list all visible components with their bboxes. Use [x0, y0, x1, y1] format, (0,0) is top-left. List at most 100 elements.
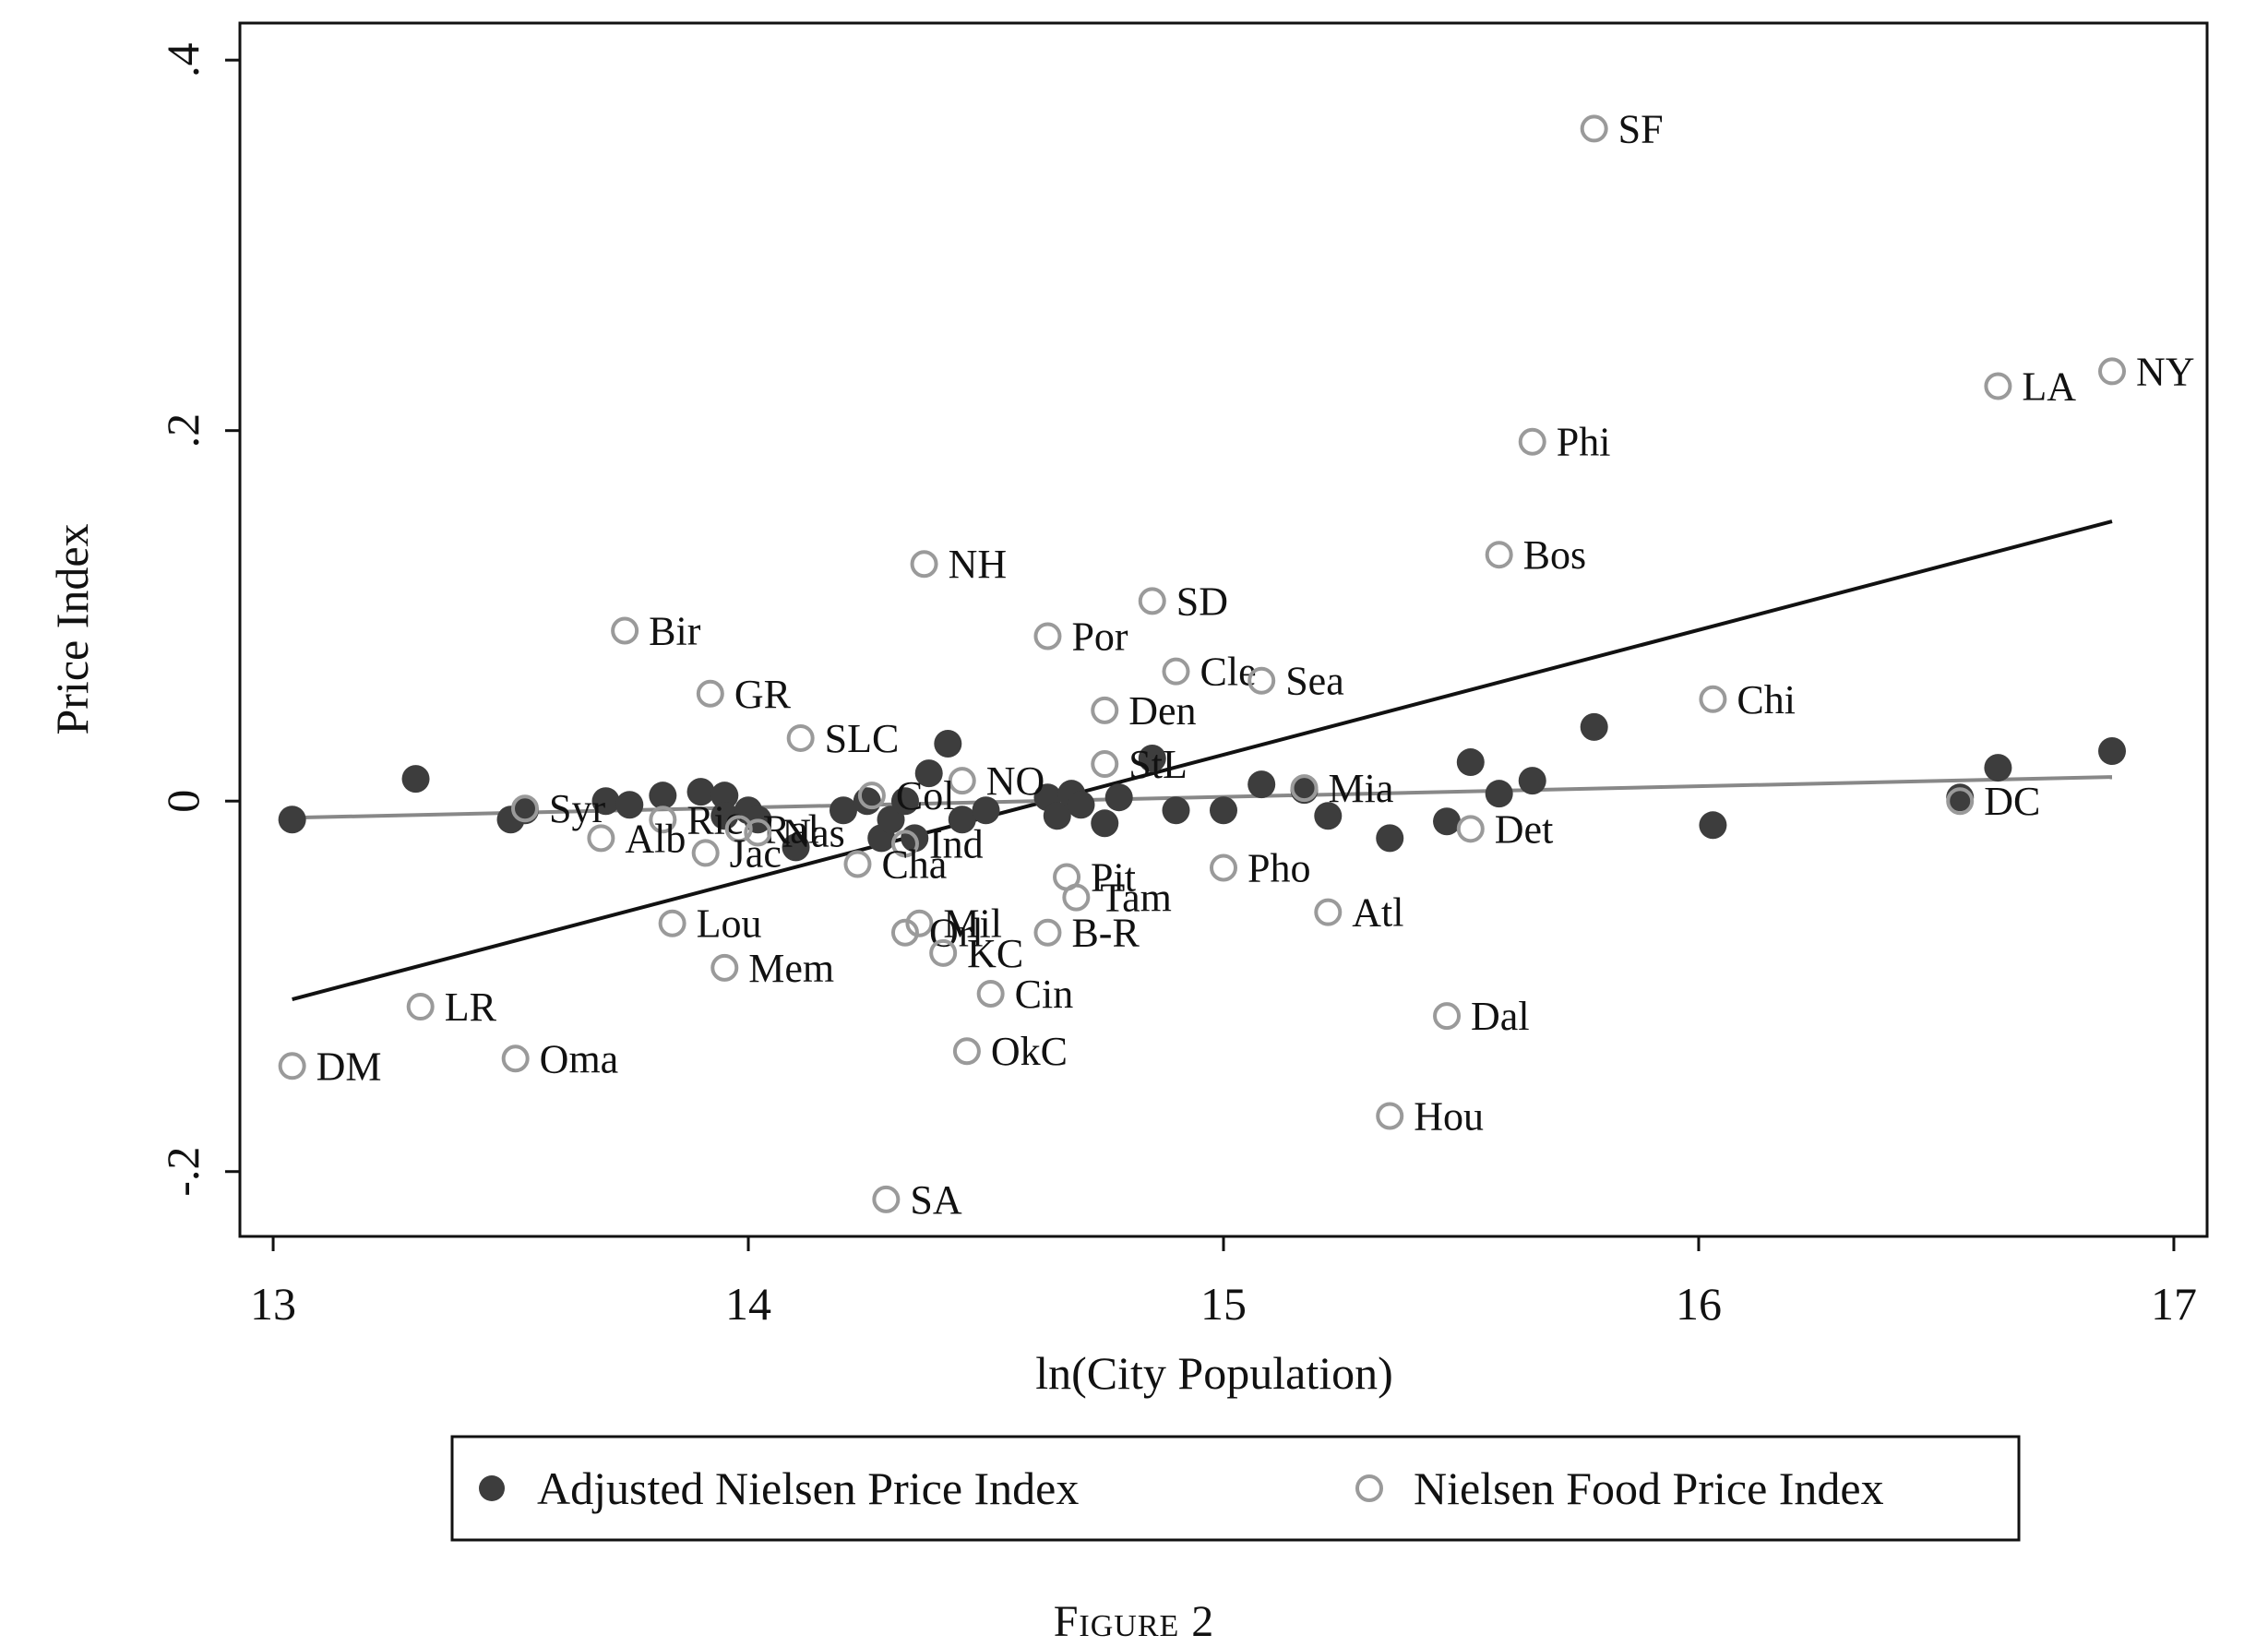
adjusted-point: [710, 782, 739, 810]
adjusted-point: [972, 796, 1000, 825]
food-point: [1033, 918, 1062, 947]
adjusted-point: [853, 787, 881, 816]
food-point: [1290, 774, 1319, 803]
point-label: Syr: [549, 786, 605, 831]
adjusted-point: [710, 802, 739, 830]
point-label: Atl: [1352, 890, 1403, 936]
point-label: Nas: [782, 810, 844, 855]
adjusted-point: [782, 833, 810, 862]
y-axis: -.2 0 .2 .4: [157, 42, 240, 1197]
x-tick-label: 14: [725, 1278, 771, 1330]
point-label: DC: [1984, 779, 2040, 824]
adjusted-point: [1433, 807, 1462, 836]
adjusted-point: [401, 765, 430, 794]
point-label: NY: [2136, 349, 2195, 394]
food-point: [611, 616, 639, 645]
food-point: [710, 953, 739, 982]
point-label: SA: [910, 1177, 961, 1223]
food-point: [976, 980, 1005, 1008]
food-point: [1580, 114, 1608, 143]
legend-label-food: Nielsen Food Price Index: [1414, 1462, 1884, 1514]
food-point: [1247, 666, 1276, 695]
point-label: SLC: [825, 716, 900, 761]
adjusted-point: [934, 729, 962, 758]
point-label: Ral: [763, 806, 819, 852]
legend-box: [450, 1435, 2021, 1542]
food-point: [910, 550, 938, 579]
point-label: Por: [1071, 615, 1128, 660]
food-point: [1091, 750, 1119, 779]
point-label: Sea: [1285, 659, 1344, 704]
x-tick-label: 16: [1676, 1278, 1722, 1330]
food-point: [1433, 1002, 1462, 1031]
point-label: Pho: [1247, 845, 1310, 890]
food-series: SF NY LA Phi Bos NH SD Bir Por Cle Sea GR Chi Den SLC S…: [278, 106, 2195, 1223]
adjusted-point: [1314, 802, 1343, 830]
point-label: Lou: [697, 901, 762, 947]
food-point: [857, 782, 886, 810]
adjusted-point: [649, 782, 677, 810]
legend-marker-adjusted: [479, 1475, 505, 1501]
fit-lines: [292, 519, 2113, 1001]
adjusted-point: [1485, 780, 1513, 808]
point-label: Cha: [881, 841, 947, 887]
point-label: Mia: [1329, 766, 1394, 811]
point-label: Ind: [929, 821, 984, 866]
adjusted-point: [948, 806, 976, 834]
point-label: Cle: [1200, 650, 1257, 695]
food-point: [1946, 787, 1975, 816]
point-label: StL: [1128, 742, 1188, 787]
food-point: [952, 1037, 981, 1066]
legend-marker-food: [1355, 1474, 1383, 1502]
food-point: [929, 938, 958, 967]
point-label: SF: [1618, 106, 1664, 151]
adjusted-point: [830, 796, 858, 825]
point-label: Den: [1128, 688, 1196, 734]
food-point: [1984, 372, 2012, 400]
adjusted-point: [1247, 770, 1276, 799]
point-label: NO: [986, 758, 1045, 804]
point-label: LA: [2022, 364, 2076, 409]
y-axis-label: Price Index: [46, 523, 98, 734]
legend-label-adjusted: Adjusted Nielsen Price Index: [537, 1462, 1079, 1514]
food-point: [1033, 622, 1062, 650]
adjusted-point: [1376, 824, 1404, 853]
point-label: B-R: [1071, 911, 1140, 956]
y-tick-label: 0: [157, 790, 209, 813]
fit-line: [292, 775, 2113, 820]
adjusted-point: [2098, 737, 2127, 765]
adjusted-point: [890, 787, 919, 816]
point-label: NH: [949, 542, 1008, 587]
adjusted-point: [1067, 791, 1095, 819]
food-point: [1699, 685, 1727, 713]
food-point: [278, 1052, 306, 1080]
food-point: [1376, 1102, 1404, 1130]
food-point: [786, 723, 815, 752]
point-label: Dal: [1471, 994, 1530, 1039]
food-point: [1518, 427, 1546, 456]
food-point: [658, 909, 686, 937]
adjusted-point: [1580, 712, 1608, 741]
food-point: [1210, 853, 1237, 882]
adjusted-point: [1043, 802, 1071, 830]
point-label: Det: [1495, 806, 1554, 852]
adjusted-point: [914, 759, 943, 788]
food-point: [1456, 815, 1485, 843]
x-tick-label: 15: [1200, 1278, 1247, 1330]
adjusted-point: [1091, 809, 1119, 838]
y-tick-label: .4: [157, 42, 209, 78]
point-label: DM: [316, 1044, 382, 1089]
food-point: [872, 1185, 901, 1213]
point-label: Col: [896, 773, 955, 818]
food-point: [649, 806, 677, 834]
food-point: [890, 829, 919, 858]
x-axis: 13 14 15 16 17: [250, 1236, 2197, 1330]
point-label: Orl: [929, 911, 984, 956]
point-label: Bir: [649, 609, 701, 654]
y-tick-label: -.2: [157, 1147, 209, 1197]
adjusted-point: [1699, 811, 1727, 840]
food-point: [501, 1044, 530, 1073]
adjusted-point: [1104, 783, 1133, 812]
adjusted-point: [686, 778, 715, 806]
plot-frame: [238, 21, 2209, 1238]
